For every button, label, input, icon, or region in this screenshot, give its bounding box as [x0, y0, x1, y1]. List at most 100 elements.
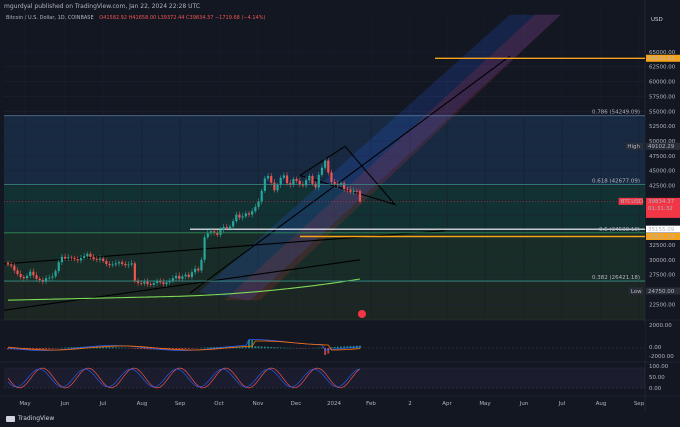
macd-tick-label: 0.00 [649, 345, 662, 351]
candle-body [273, 182, 276, 191]
candle-body [260, 190, 263, 202]
x-tick-label: 2 [408, 401, 412, 407]
candle-body [51, 276, 54, 278]
rsi-line [7, 367, 361, 389]
macd-hist-bar [200, 347, 203, 349]
candle-body [86, 253, 89, 257]
ohlc-values: O41582.92 H41658.00 L39372.44 C39834.37 … [99, 15, 266, 21]
macd-hist-bar [35, 348, 38, 350]
price-tag-value: 24750.00 [648, 289, 675, 295]
candle-body [197, 268, 200, 271]
candle-body [146, 281, 149, 285]
candle-body [38, 278, 41, 280]
macd-hist-bar [73, 347, 76, 349]
rsi-signal-line [7, 368, 361, 388]
candles-series [6, 158, 362, 288]
rsi-tick-label: 50.00 [649, 375, 665, 381]
candle-body [117, 262, 121, 264]
price-tag-chip-label: BTCUSD [621, 199, 643, 205]
candle-body [292, 179, 295, 185]
candle-body [121, 262, 124, 264]
x-tick-label: Nov [253, 401, 264, 407]
candle-body [6, 262, 10, 265]
brand-label: TradingView [18, 415, 55, 422]
candle-body [247, 213, 251, 215]
y-tick-label: 62500.00 [649, 65, 676, 71]
publish-header: mgurdyal published on TradingView.com, J… [0, 0, 680, 14]
macd-hist-bar [276, 347, 279, 349]
macd-hist-bar [121, 347, 124, 349]
price-tag-chip [625, 142, 643, 150]
candle-body [136, 280, 140, 283]
candle-body [171, 278, 175, 281]
candle-body [10, 264, 13, 266]
candle-body [228, 226, 232, 229]
candle-body [89, 253, 92, 257]
trendline-lower [3, 259, 361, 311]
x-tick-label: Feb [366, 401, 376, 407]
symbol-label[interactable]: Bitcoin / U.S. Dollar, 1D, COINBASE [6, 15, 94, 21]
macd-hist-bar [48, 348, 51, 349]
y-tick-label: 42500.00 [649, 184, 676, 190]
candle-body [295, 179, 298, 181]
macd-hist-bar [206, 347, 209, 349]
price-tag-value: 63924.43 [648, 56, 675, 62]
candle-body [352, 190, 355, 193]
macd-hist-bar [146, 348, 149, 350]
x-tick-label: Jun [60, 401, 70, 407]
rsi-tick-label: 0.00 [649, 386, 662, 392]
macd-hist-bar [67, 347, 70, 349]
price-tag-value: 35155.09 [648, 227, 675, 233]
fib-zone-618-500 [4, 184, 645, 233]
macd-hist-bar [99, 346, 101, 349]
y-tick-label: 27500.00 [649, 273, 676, 279]
candle-body [257, 201, 260, 207]
candle-body [140, 282, 143, 284]
currency-label: USD [651, 17, 663, 23]
tradingview-logo[interactable]: TradingView [6, 415, 54, 422]
x-tick-label: Oct [214, 401, 224, 407]
candle-body [213, 231, 216, 233]
macd-hist-bar [254, 346, 257, 349]
candle-body [355, 190, 358, 192]
macd-hist-bar [260, 346, 263, 349]
candle-body [232, 221, 235, 227]
candle-body [133, 263, 136, 281]
price-tag-box [646, 225, 680, 233]
event-marker-icon [358, 310, 366, 318]
candle-body [270, 176, 273, 183]
macd-hist-bar [210, 347, 212, 349]
x-tick-label: Aug [596, 401, 607, 407]
price-tag-value: 49102.29 [648, 144, 675, 150]
candle-body [130, 263, 133, 265]
fib-level-label: 0.382 (26421.18) [592, 275, 640, 281]
macd-hist-bar [70, 347, 73, 349]
y-tick-label: 55000.00 [649, 109, 676, 115]
macd-hist-bar [333, 346, 336, 349]
y-tick-label: 50000.00 [649, 139, 676, 145]
macd-hist-bar [133, 348, 136, 349]
price-tag-countdown: 01:31:32 [648, 206, 673, 212]
macd-hist-bar [137, 348, 139, 349]
candle-body [266, 176, 270, 179]
candle-body [349, 189, 352, 193]
macd-hist-bar [270, 347, 273, 349]
macd-hist-bar [257, 346, 260, 349]
macd-hist-bar [251, 339, 254, 349]
candle-body [44, 278, 48, 282]
candle-body [16, 270, 19, 275]
x-tick-label: May [479, 401, 491, 407]
macd-hist-bar [114, 347, 117, 349]
macd-hist-bar [267, 346, 269, 349]
candle-body [73, 258, 76, 260]
candle-body [206, 233, 209, 238]
macd-hist-bar [213, 347, 216, 349]
macd-hist-bar [317, 347, 320, 349]
price-tag-box [646, 142, 680, 150]
candle-body [244, 213, 247, 217]
candle-body [63, 256, 67, 259]
candle-body [98, 258, 102, 260]
candle-body [282, 175, 285, 178]
y-tick-label: 22500.00 [649, 302, 676, 308]
macd-hist-bar [32, 348, 35, 350]
